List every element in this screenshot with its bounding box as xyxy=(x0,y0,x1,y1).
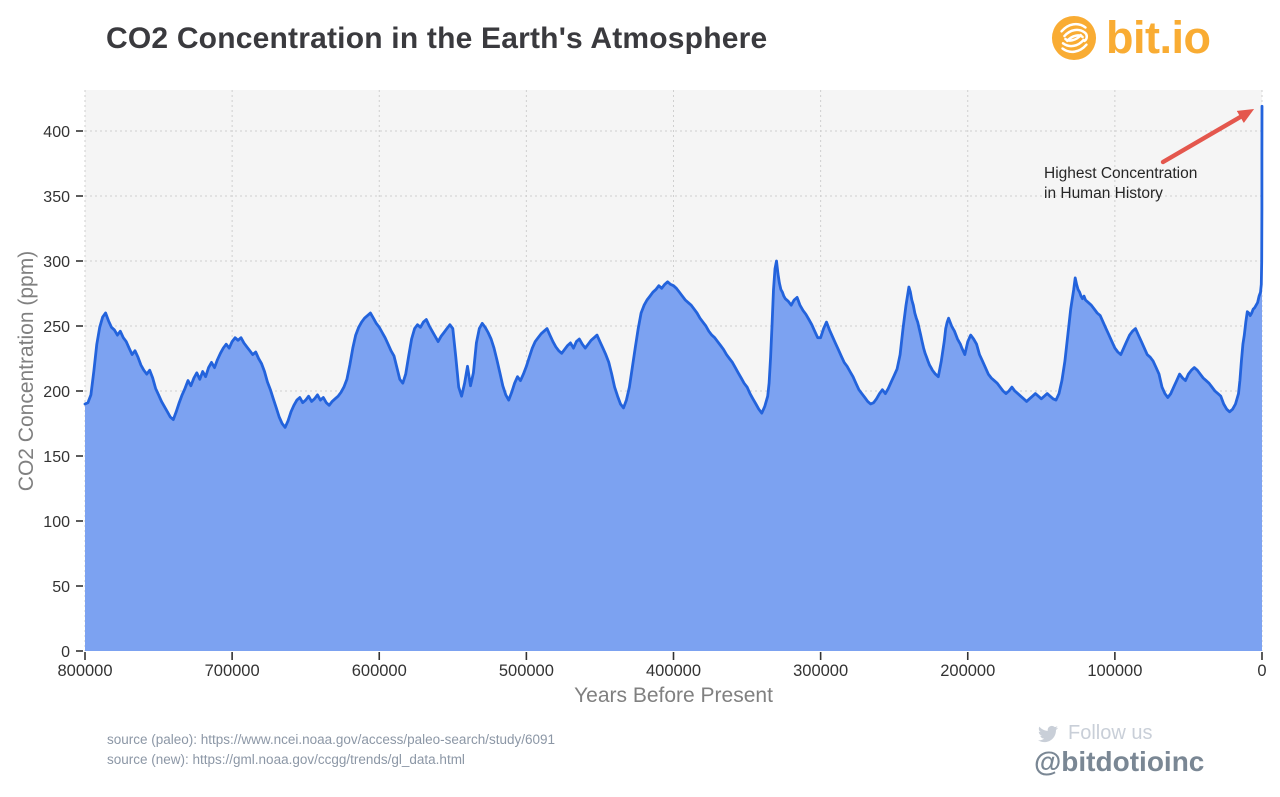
source-new: source (new): https://gml.noaa.gov/ccgg/… xyxy=(107,752,465,767)
x-tick-label: 400000 xyxy=(646,662,701,680)
bitio-logo-text: bit.io xyxy=(1106,12,1211,63)
bitio-swirl-icon xyxy=(1051,15,1097,61)
x-tick-label: 200000 xyxy=(940,662,995,680)
x-tick-label: 300000 xyxy=(793,662,848,680)
axes: 0 50 100 150 200 250 300 350 400 800000 700000 6000… xyxy=(43,124,1266,680)
x-tick-label: 500000 xyxy=(499,662,554,680)
source-citations: source (paleo): https://www.ncei.noaa.go… xyxy=(107,730,555,770)
y-tick-label: 150 xyxy=(43,449,70,466)
page-title: CO2 Concentration in the Earth's Atmosph… xyxy=(106,22,768,55)
x-tick-label: 600000 xyxy=(352,662,407,680)
twitter-follow: Follow us xyxy=(1036,722,1152,745)
y-tick-label: 300 xyxy=(43,254,70,271)
annotation-arrow xyxy=(1160,108,1255,165)
y-tick-label: 400 xyxy=(43,124,70,141)
co2-area-fill xyxy=(85,106,1262,652)
co2-line xyxy=(83,104,1264,429)
y-tick-label: 100 xyxy=(43,514,70,531)
x-tick-label: 100000 xyxy=(1087,662,1142,680)
twitter-handle: @bitdotioinc xyxy=(1034,746,1205,777)
bitio-logo: bit.io xyxy=(1051,12,1211,64)
x-tick-label: 0 xyxy=(1257,662,1266,680)
follow-us-label: Follow us xyxy=(1068,722,1153,744)
annotation-line-1: Highest Concentration xyxy=(1044,165,1198,182)
annotation-text: Highest Concentration in Human History xyxy=(1044,164,1197,203)
x-axis-title: Years Before Present xyxy=(574,684,773,707)
x-tick-label: 700000 xyxy=(205,662,260,680)
twitter-bird-icon xyxy=(1038,725,1059,742)
y-tick-label: 200 xyxy=(43,384,70,401)
source-paleo: source (paleo): https://www.ncei.noaa.go… xyxy=(107,732,555,747)
y-axis-title: CO2 Concentration (ppm) xyxy=(15,250,38,492)
y-tick-label: 350 xyxy=(43,189,70,206)
x-tick-label: 800000 xyxy=(57,662,112,680)
y-tick-label: 50 xyxy=(52,579,70,596)
y-tick-label: 250 xyxy=(43,319,70,336)
annotation-line-2: in Human History xyxy=(1044,184,1163,202)
y-tick-label: 0 xyxy=(61,644,70,661)
